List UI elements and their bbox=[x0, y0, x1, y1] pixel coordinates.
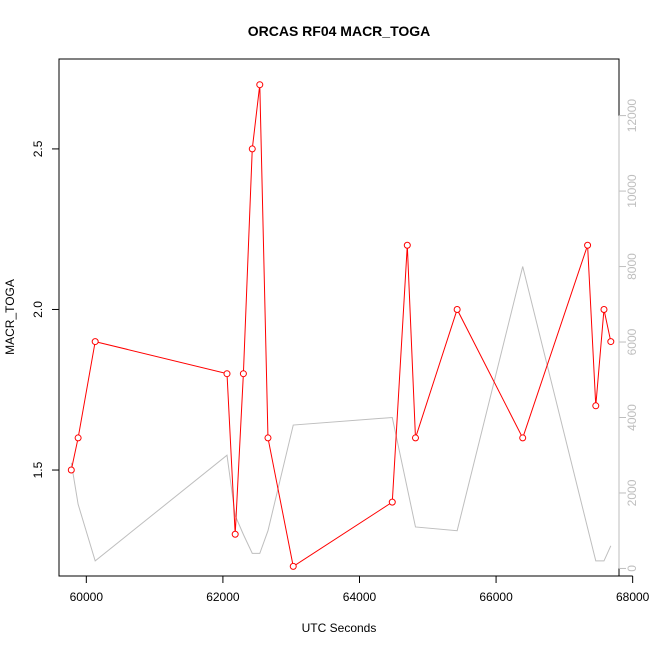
data-point bbox=[264, 434, 272, 442]
series-layer bbox=[67, 81, 615, 570]
macr-toga-series-line bbox=[70, 84, 612, 568]
y2-tick-label: 6000 bbox=[625, 328, 639, 355]
x-tick-label: 68000 bbox=[616, 590, 650, 604]
data-point bbox=[248, 145, 256, 153]
data-point bbox=[388, 498, 396, 506]
x-tick-label: 66000 bbox=[479, 590, 513, 604]
y2-tick-label: 8000 bbox=[625, 253, 639, 280]
data-point bbox=[223, 370, 231, 378]
y-axis-label: MACR_TOGA bbox=[3, 279, 17, 355]
data-point bbox=[584, 241, 592, 249]
data-point bbox=[231, 530, 239, 538]
data-point bbox=[600, 305, 608, 313]
data-point bbox=[592, 402, 600, 410]
data-point bbox=[289, 562, 297, 570]
data-point bbox=[239, 370, 247, 378]
data-point bbox=[519, 434, 527, 442]
y2-tick-label: 0 bbox=[625, 565, 639, 572]
y-tick-label: 2.5 bbox=[31, 140, 45, 157]
secondary-series-line bbox=[70, 266, 612, 562]
x-tick-label: 60000 bbox=[70, 590, 104, 604]
data-point bbox=[74, 434, 82, 442]
data-point bbox=[256, 81, 264, 89]
y2-tick-label: 12000 bbox=[625, 99, 639, 133]
data-point bbox=[607, 338, 615, 346]
y2-tick-label: 2000 bbox=[625, 479, 639, 506]
y-tick-label: 1.5 bbox=[31, 461, 45, 478]
data-point bbox=[411, 434, 419, 442]
data-point bbox=[403, 241, 411, 249]
x-tick-label: 62000 bbox=[206, 590, 240, 604]
y-tick-label: 2.0 bbox=[31, 301, 45, 318]
y2-tick-label: 4000 bbox=[625, 404, 639, 431]
data-point bbox=[453, 305, 461, 313]
chart-title: ORCAS RF04 MACR_TOGA bbox=[248, 23, 431, 39]
data-point bbox=[91, 338, 99, 346]
x-axis-label: UTC Seconds bbox=[302, 621, 377, 635]
y-axis-left: 1.5 2.0 2.5 bbox=[31, 140, 59, 478]
x-tick-label: 64000 bbox=[343, 590, 377, 604]
y2-tick-label: 10000 bbox=[625, 174, 639, 208]
data-point bbox=[67, 466, 75, 474]
x-axis: 60000 62000 64000 66000 68000 bbox=[70, 575, 650, 604]
y-axis-right: 0 2000 4000 6000 8000 10000 12000 bbox=[618, 99, 639, 572]
